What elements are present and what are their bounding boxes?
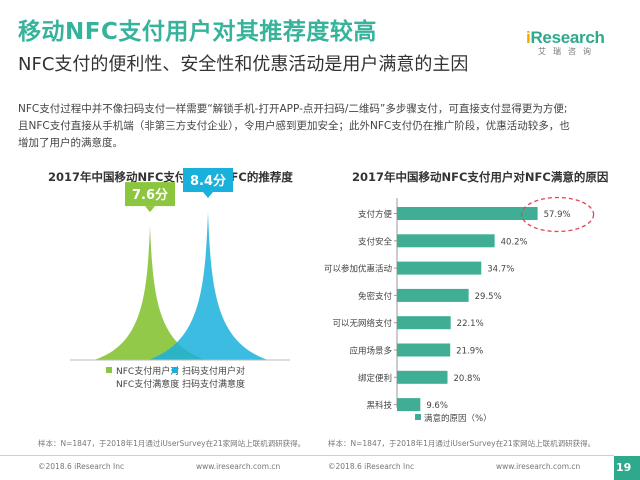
bar [397,370,448,384]
page-number: 19 [616,461,632,474]
bar-value-label: 20.8% [454,374,481,384]
page-title: 移动NFC支付用户对其推荐度较高 [18,19,377,45]
bar-value-label: 29.5% [475,292,502,302]
footer-divider [0,455,614,456]
value-label-2: 8.4分 [190,173,226,189]
right-copyright: ©2018.6 iResearch Inc [328,462,415,471]
value-callout-box-1 [125,182,175,207]
logo-word: Research [530,28,605,47]
value-callout-pointer-2 [203,192,213,198]
bar [397,288,469,302]
logo-subtext: 艾瑞咨询 [538,47,598,56]
value-label-1: 7.6分 [132,187,168,203]
highlight-ellipse [520,196,595,233]
bar-value-label: 57.9% [544,210,571,220]
bar [397,207,538,220]
bar [397,398,421,412]
peak-shape-2 [148,212,268,360]
legend-label-2: 扫码支付用户对 [182,365,245,377]
bar-category-label: 可以无网络支付 [332,318,392,329]
logo-prefix: i [526,28,531,47]
legend-swatch-1 [106,367,112,373]
bar-category-label: 免密支付 [358,291,393,302]
bar [397,234,495,248]
bar-value-label: 34.7% [487,265,514,275]
legend-label-1: NFC支付用户对 [116,365,179,377]
right-sample-note: 样本：N=1847，于2018年1月通过iUserSurvey在21家网站上联机… [328,439,596,448]
bar-value-label: 40.2% [501,237,528,247]
iresearch-logo: iResearch 艾瑞咨询 [526,28,626,57]
peak-shape-1 [94,226,206,360]
left-copyright: ©2018.6 iResearch Inc [38,462,125,471]
right-chart-title: 2017年中国移动NFC支付用户对NFC满意的原因 [352,170,609,184]
summary-paragraph: NFC支付过程中并不像扫码支付一样需要“解锁手机-打开APP-点开扫码/二维码”… [18,101,624,152]
bar-category-label: 应用场景多 [349,346,392,357]
bar-value-label: 22.1% [457,319,484,329]
logo-text: iResearch [526,28,626,48]
bar-legend-label: 满意的原因（%） [424,413,492,424]
bar-category-label: 支付安全 [358,236,393,247]
left-sample-note: 样本：N=1847，于2018年1月通过iUserSurvey在21家网站上联机… [38,439,306,448]
legend-swatch-2 [172,367,178,373]
legend-label-1: NFC支付满意度 [116,378,179,390]
bar-value-label: 9.6% [426,401,448,411]
bar-category-label: 可以参加优惠活动 [324,264,393,275]
paragraph-line: NFC支付过程中并不像扫码支付一样需要“解锁手机-打开APP-点开扫码/二维码”… [18,103,568,115]
right-website: www.iresearch.com.cn [496,462,581,471]
page-number-bar [614,456,640,480]
legend-label-2: 扫码支付满意度 [182,378,245,390]
bar-category-label: 支付方便 [358,209,393,220]
bar-category-label: 绑定便利 [358,373,392,384]
left-website: www.iresearch.com.cn [196,462,281,471]
paragraph-line: 增加了用户的满意度。 [18,137,123,149]
paragraph-line: 且NFC支付直接从手机端（非第三方支付企业），令用户感到更加安全；此外NFC支付… [18,120,570,132]
bar [397,261,482,275]
page-subtitle: NFC支付的便利性、安全性和优惠活动是用户满意的主因 [18,54,469,75]
value-callout-pointer-1 [145,206,155,213]
bar [397,343,451,357]
bar-legend-swatch [415,414,421,420]
value-callout-box-2 [183,168,233,192]
bar [397,316,451,330]
bar-value-label: 21.9% [456,347,483,357]
bar-category-label: 黑科技 [366,400,392,411]
